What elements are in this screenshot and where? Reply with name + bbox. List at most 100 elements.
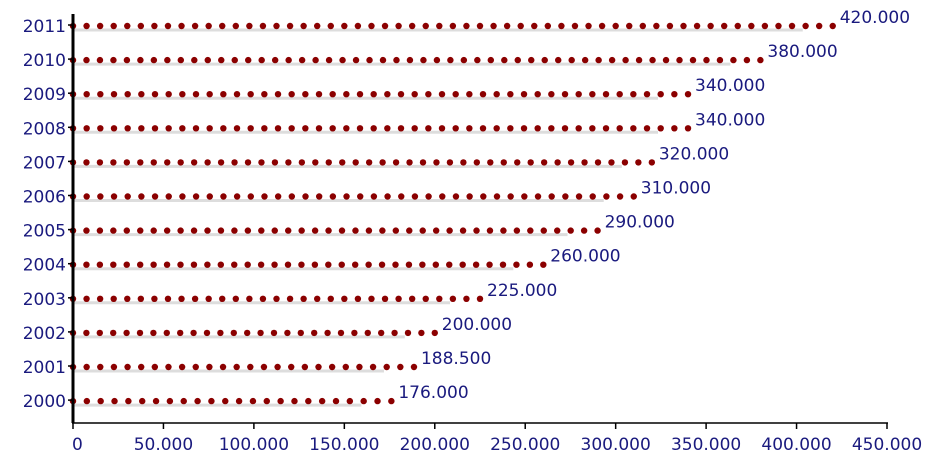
bar-dot [411,193,419,200]
bar-dot [325,227,332,234]
bar-dot [354,295,362,302]
bar-dot [594,159,602,166]
bar-dot [406,159,413,166]
bar-dot [123,329,130,337]
bar-dot [594,227,601,234]
bar-dot [541,56,548,64]
y-tick-label: 2005 [23,222,66,242]
bar-2003 [69,295,484,302]
bar-dot [271,159,279,166]
bar-dot [521,193,528,200]
bar-dot [233,91,241,98]
bar-dot [138,363,145,371]
bar-dot [595,56,602,64]
bar-dot [730,56,737,64]
bar-dot [218,56,225,64]
bar-dot [370,91,377,98]
y-tick-label: 2008 [23,119,66,139]
bar-dot [123,56,131,64]
bar-dot [204,261,211,268]
bar-dot [83,56,90,64]
bar-dot [163,227,171,234]
bar-dot [217,159,225,166]
bar-dot [531,22,538,30]
bar-dot [249,397,257,405]
bar-dot [377,329,385,337]
bar-dot [277,397,284,405]
bar-dot [392,159,400,166]
bar-dot [581,159,588,166]
bar-dot [411,91,418,98]
bar-dot [329,91,336,98]
bar-dot [244,159,252,166]
bar-dot [219,295,226,302]
y-tick-label: 2007 [23,153,66,173]
bar-dot [314,295,321,302]
bar-dot [476,295,484,302]
bar-dot [150,56,158,64]
bar-dot [342,363,349,371]
bar-dot [123,159,131,166]
bar-dot [411,125,418,132]
bar-shadows [73,28,803,407]
bar-dot [312,56,319,64]
bar-dot [589,125,596,132]
bar-dot [324,329,331,337]
bar-dot [657,125,664,132]
bar-dot [635,159,642,166]
bar-dot [96,227,104,234]
bar-dot [222,397,229,405]
value-label: 176.000 [398,383,468,403]
bar-dot [205,295,212,302]
bar-dot [219,22,226,30]
bar-dot [603,193,610,200]
bar-dot [513,261,520,268]
bar-dot [205,22,212,30]
bar-dot [314,22,321,30]
bar-dot [581,56,589,64]
bar-dot [384,125,391,132]
bar-dot [178,363,186,371]
bar-dot [110,125,118,132]
x-tick-label: 450.000 [852,435,922,455]
value-label: 420.000 [840,8,910,28]
bar-dot [343,91,350,98]
bar-dot [748,22,755,30]
bar-dot [501,56,508,64]
bar-dot [676,56,683,64]
bar-dot [408,295,416,302]
bar-2007 [69,159,656,166]
bar-dot [271,56,279,64]
bar-dot [365,159,373,166]
bar-dot [177,159,184,166]
value-label: 310.000 [641,179,711,199]
bar-dot [616,125,623,132]
bar-dot [83,91,90,98]
bar-dot [657,91,664,98]
bar-dot [463,295,470,302]
bar-dot [616,91,623,98]
bar-dot [96,159,104,166]
bar-dot [520,125,528,132]
bar-dot [273,22,280,30]
bar-dot [261,91,268,98]
bar-dot [83,363,90,371]
value-label: 188.500 [421,349,491,369]
bar-dot [548,125,555,132]
bar-dot [97,397,104,405]
bar-dot [384,193,391,200]
bar-dot [567,159,575,166]
bar-dot [671,125,678,132]
bar-dot [274,91,282,98]
bar-dot [110,22,117,30]
bar-dot [164,159,171,166]
bar-dot [761,22,769,30]
bar-dot [298,227,305,234]
bar-dot [356,363,363,371]
bar-dot [312,159,319,166]
bar-dot [544,22,552,30]
bar-dot [165,125,172,132]
bar-dot [653,22,660,30]
bar-dot [558,22,565,30]
